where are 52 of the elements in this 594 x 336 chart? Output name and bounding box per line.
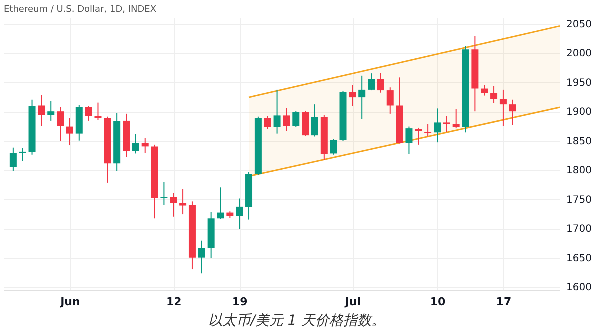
- candlestick: [274, 89, 281, 134]
- y-tick-label: 1900: [566, 107, 592, 118]
- candlestick: [358, 75, 366, 120]
- candlestick: [283, 108, 290, 132]
- candlestick: [386, 87, 394, 114]
- x-tick-label: Jun: [60, 296, 80, 308]
- x-tick-label: Jul: [344, 296, 362, 308]
- candlestick: [264, 116, 272, 130]
- candlestick: [292, 110, 300, 128]
- candlestick: [198, 240, 206, 274]
- candlestick: [368, 73, 376, 92]
- y-tick-label: 2050: [566, 19, 592, 30]
- text: 以太币/美元 1 天价格指数。: [208, 312, 386, 331]
- y-tick-label: 1650: [566, 253, 592, 264]
- y-tick-label: 1600: [566, 282, 592, 294]
- candlestick: [66, 118, 74, 146]
- candlestick: [406, 126, 413, 155]
- x-tick-label: 12: [166, 296, 182, 308]
- candlestick: [142, 138, 149, 154]
- candlestick: [236, 198, 244, 230]
- candlestick: [48, 100, 55, 122]
- y-tick-label: 1950: [566, 78, 592, 89]
- y-tick-label: 2000: [566, 48, 592, 60]
- candlestick: [10, 147, 17, 172]
- candlestick: [415, 127, 422, 146]
- candlestick: [490, 86, 498, 104]
- candlestick: [443, 116, 450, 133]
- candlestick: [57, 106, 64, 142]
- candlestick: [330, 138, 338, 156]
- y-tick-label: 1750: [566, 194, 592, 206]
- candlestick: [509, 99, 516, 126]
- candlestick: [434, 108, 441, 144]
- y-tick-label: 1800: [566, 166, 592, 177]
- candlestick: [311, 104, 318, 138]
- candlestick: [452, 108, 460, 130]
- candlestick: [217, 187, 224, 220]
- candlestick: [481, 84, 488, 96]
- candlestick: [85, 106, 92, 122]
- y-tick-label: 1850: [566, 136, 592, 148]
- chart-title: Ethereum / U.S. Dollar, 1D, INDEX: [4, 5, 157, 15]
- candlestick: [132, 134, 140, 154]
- candlestick: [38, 94, 46, 127]
- x-tick-label: 10: [430, 296, 446, 308]
- candlestick: [500, 89, 507, 127]
- candlestick: [302, 110, 310, 137]
- y-tick-label: 1700: [566, 224, 592, 236]
- candlestick: [377, 72, 384, 94]
- candlestick: [170, 192, 178, 218]
- candlestick: [180, 188, 187, 216]
- x-tick-label: 17: [496, 296, 512, 308]
- x-tick-label: 19: [232, 296, 248, 308]
- candlestick: [349, 84, 356, 107]
